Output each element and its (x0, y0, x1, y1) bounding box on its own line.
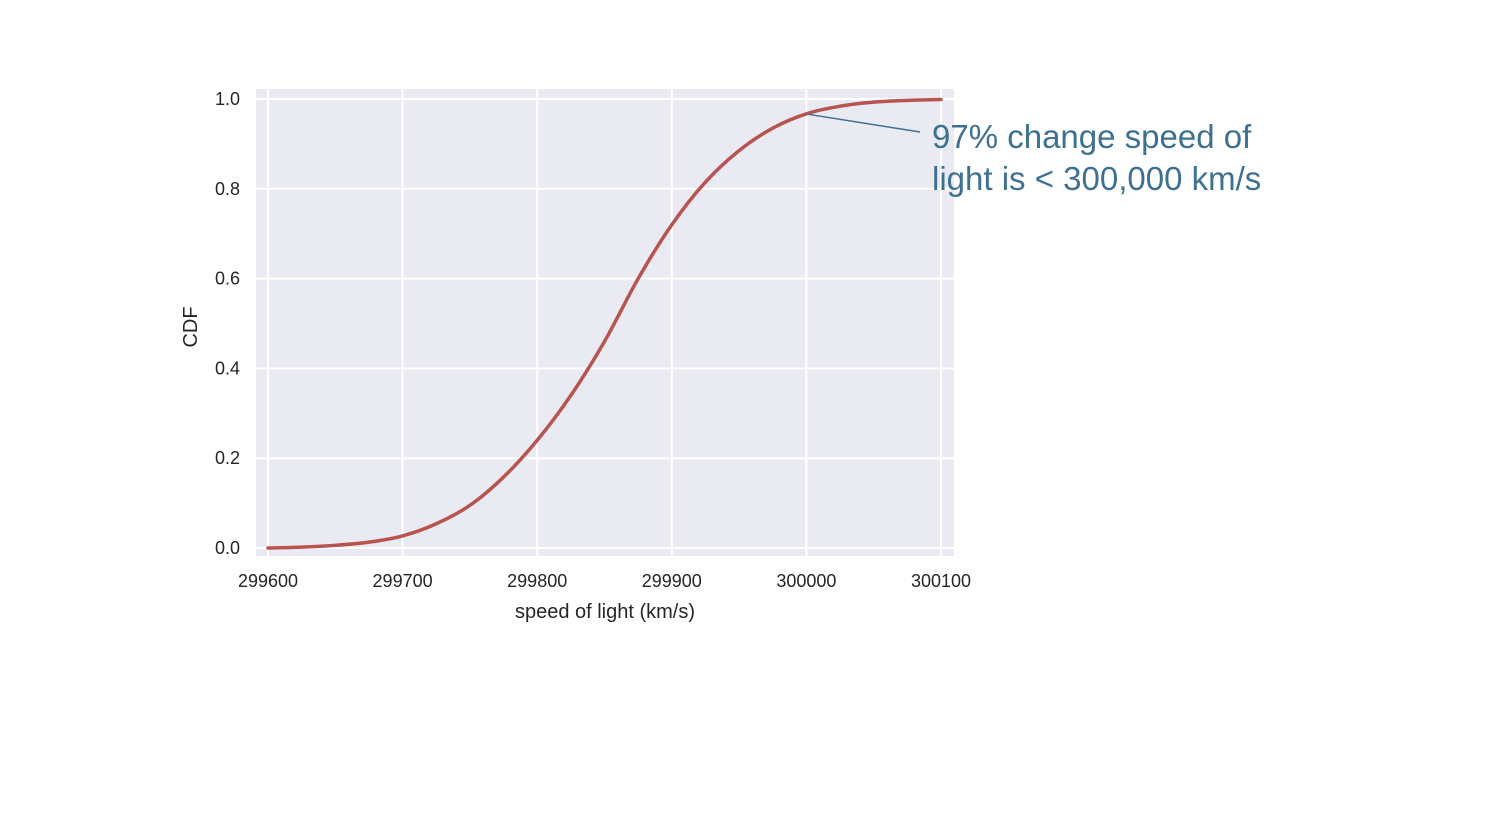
y-tick-label: 0.8 (215, 179, 240, 199)
annotation-text: 97% change speed of light is < 300,000 k… (932, 118, 1261, 197)
x-tick-label: 299800 (507, 571, 567, 591)
y-tick-label: 1.0 (215, 89, 240, 109)
y-tick-label: 0.6 (215, 269, 240, 289)
y-tick-label: 0.0 (215, 538, 240, 558)
x-tick-label: 299700 (373, 571, 433, 591)
x-tick-label: 300100 (911, 571, 971, 591)
y-tick-labels: 0.0 0.2 0.4 0.6 0.8 1.0 (215, 89, 240, 558)
annotation-leader-line (808, 113, 921, 133)
x-tick-label: 299600 (238, 571, 298, 591)
x-tick-label: 299900 (642, 571, 702, 591)
annotation: 97% change speed of light is < 300,000 k… (808, 113, 1261, 197)
series-lines (266, 97, 943, 550)
cdf-series-line (266, 97, 943, 550)
annotation-line-2: light is < 300,000 km/s (932, 160, 1261, 197)
annotation-line-1: 97% change speed of (932, 118, 1252, 155)
x-tick-labels: 299600 299700 299800 299900 300000 300100 (238, 571, 971, 591)
plot-area (256, 89, 954, 556)
grid-lines (256, 89, 954, 556)
x-tick-label: 300000 (776, 571, 836, 591)
x-axis-label: speed of light (km/s) (515, 601, 695, 623)
y-axis-label: CDF (180, 306, 202, 347)
y-tick-label: 0.4 (215, 358, 240, 378)
y-tick-label: 0.2 (215, 448, 240, 468)
